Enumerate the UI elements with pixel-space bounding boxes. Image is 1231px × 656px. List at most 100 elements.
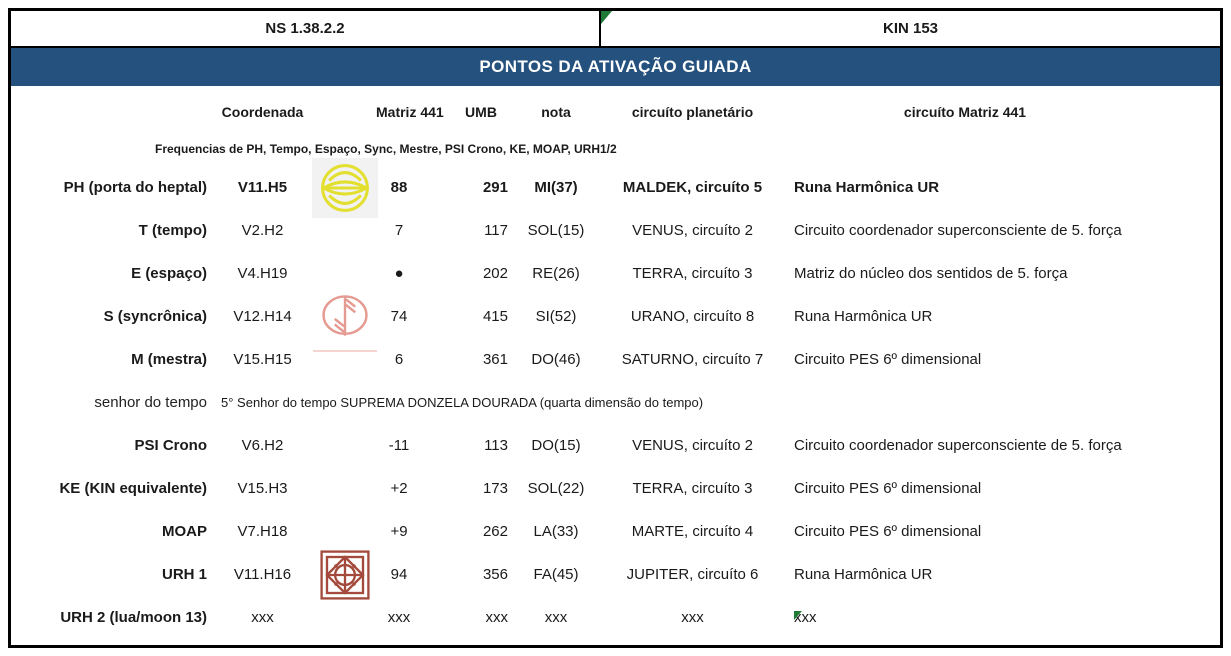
icon-cell-empty bbox=[314, 209, 376, 252]
table-row-m: M (mestra) V15.H15 6 361 DO(46) SATURNO,… bbox=[11, 338, 1220, 381]
row-label: MOAP bbox=[162, 523, 207, 540]
matriz-441-cell: 94 bbox=[390, 566, 408, 583]
nota-cell: DO(46) bbox=[531, 351, 581, 368]
table-row-ke: KE (KIN equivalente) V15.H3 +2 173 SOL(2… bbox=[11, 467, 1220, 510]
activation-points-sheet: NS 1.38.2.2 KIN 153 PONTOS DA ATIVAÇÃO G… bbox=[8, 8, 1223, 648]
col-header-circuito-planetario: circuíto planetário bbox=[631, 104, 754, 120]
row-label: S (syncrônica) bbox=[103, 308, 207, 325]
matriz-441-cell: +2 bbox=[390, 480, 408, 497]
circuito-matriz-441-cell: Runa Harmônica UR bbox=[794, 566, 933, 583]
table-row-urh-1: URH 1 V11.H16 94 356 FA(45) JUPITER, cir… bbox=[11, 549, 1220, 600]
ur-rune-yellow-icon bbox=[312, 157, 378, 218]
coordenada-cell: V7.H18 bbox=[237, 523, 288, 540]
icon-cell-empty bbox=[314, 596, 376, 639]
table-row-t: T (tempo) V2.H2 7 117 SOL(15) VENUS, cir… bbox=[11, 209, 1220, 252]
nota-cell: SOL(15) bbox=[527, 222, 585, 239]
icon-underline bbox=[313, 350, 377, 352]
table-row-ph: PH (porta do heptal) V11.H5 88 291 MI(37… bbox=[11, 157, 1220, 218]
circuito-planetario-cell: xxx bbox=[681, 609, 704, 626]
nota-cell: FA(45) bbox=[533, 566, 579, 583]
coordenada-cell: V6.H2 bbox=[241, 437, 284, 454]
umb-cell: 117 bbox=[484, 222, 508, 239]
circuito-matriz-441-cell: xxx bbox=[785, 609, 1220, 626]
page-title: PONTOS DA ATIVAÇÃO GUIADA bbox=[479, 57, 752, 76]
nota-cell: SOL(22) bbox=[527, 480, 585, 497]
green-cell-marker-icon bbox=[794, 611, 802, 620]
table-row-psi-crono: PSI Crono V6.H2 -11 113 DO(15) VENUS, ci… bbox=[11, 424, 1220, 467]
coordenada-cell: V15.H3 bbox=[237, 480, 288, 497]
col-header-umb: UMB bbox=[465, 104, 497, 120]
coordenada-cell: V15.H15 bbox=[233, 351, 292, 368]
circuito-matriz-441-cell: Runa Harmônica UR bbox=[794, 308, 933, 325]
col-header-coordenada: Coordenada bbox=[221, 104, 304, 120]
umb-cell: 262 bbox=[482, 523, 508, 540]
coordenada-cell: xxx bbox=[251, 609, 274, 626]
coordenada-cell: V12.H14 bbox=[233, 308, 292, 325]
green-corner-marker-icon bbox=[601, 11, 612, 24]
circuito-planetario-cell: MARTE, circuíto 4 bbox=[631, 523, 754, 540]
title-banner: PONTOS DA ATIVAÇÃO GUIADA bbox=[11, 48, 1220, 86]
circuito-planetario-cell: VENUS, circuíto 2 bbox=[632, 437, 753, 454]
row-label: PH (porta do heptal) bbox=[63, 179, 207, 196]
umb-cell: 291 bbox=[482, 179, 508, 196]
umb-cell: 356 bbox=[482, 566, 508, 583]
matriz-441-cell: ● bbox=[394, 265, 404, 282]
row-label: M (mestra) bbox=[131, 351, 207, 368]
urh-rune-red-icon bbox=[314, 549, 376, 600]
col-header-circuito-matriz-441: circuíto Matriz 441 bbox=[903, 104, 1027, 120]
circuito-matriz-441-cell: Circuito PES 6º dimensional bbox=[794, 480, 982, 497]
table-row-urh-2: URH 2 (lua/moon 13) xxx xxx xxx xxx xxx … bbox=[11, 596, 1220, 639]
coordenada-cell: V11.H5 bbox=[237, 179, 288, 196]
row-label: URH 2 (lua/moon 13) bbox=[60, 609, 207, 626]
matriz-441-cell: -11 bbox=[388, 437, 410, 454]
circuito-planetario-cell: TERRA, circuíto 3 bbox=[632, 480, 753, 497]
circuito-matriz-441-cell: Circuito coordenador superconsciente de … bbox=[794, 222, 1122, 239]
frequencies-subtitle-text: Frequencias de PH, Tempo, Espaço, Sync, … bbox=[155, 142, 617, 156]
circuito-planetario-cell: MALDEK, circuíto 5 bbox=[622, 179, 763, 196]
circuito-matriz-441-cell: Matriz do núcleo dos sentidos de 5. forç… bbox=[794, 265, 1068, 282]
kin-label: KIN 153 bbox=[882, 20, 939, 37]
umb-cell: 173 bbox=[482, 480, 508, 497]
top-cells: NS 1.38.2.2 KIN 153 bbox=[11, 11, 1220, 48]
matriz-441-cell: 6 bbox=[394, 351, 404, 368]
circuito-matriz-441-cell: Circuito PES 6º dimensional bbox=[794, 351, 982, 368]
kin-cell: KIN 153 bbox=[601, 11, 1220, 46]
circuito-matriz-441-cell: Runa Harmônica UR bbox=[794, 179, 940, 196]
circuito-planetario-cell: TERRA, circuíto 3 bbox=[632, 265, 753, 282]
umb-cell: xxx bbox=[485, 609, 509, 626]
circuito-matriz-441-cell: Circuito PES 6º dimensional bbox=[794, 523, 982, 540]
sync-rune-pink-icon bbox=[313, 294, 377, 352]
column-headers: Coordenada Matriz 441 UMB nota circuíto … bbox=[11, 86, 1220, 132]
row-label: KE (KIN equivalente) bbox=[59, 480, 207, 497]
circuito-planetario-cell: JUPITER, circuíto 6 bbox=[626, 566, 759, 583]
matriz-441-cell: +9 bbox=[390, 523, 408, 540]
ns-label: NS 1.38.2.2 bbox=[265, 20, 345, 37]
col-header-nota: nota bbox=[541, 104, 571, 120]
matriz-441-cell: 7 bbox=[394, 222, 404, 239]
ns-cell: NS 1.38.2.2 bbox=[11, 11, 601, 46]
umb-cell: 202 bbox=[482, 265, 508, 282]
nota-cell: MI(37) bbox=[534, 179, 578, 196]
coordenada-cell: V2.H2 bbox=[241, 222, 284, 239]
nota-cell: SI(52) bbox=[535, 308, 577, 325]
nota-cell: DO(15) bbox=[531, 437, 581, 454]
row-label: URH 1 bbox=[161, 566, 207, 583]
umb-cell: 415 bbox=[482, 308, 508, 325]
coordenada-cell: V11.H16 bbox=[233, 566, 292, 583]
nota-cell: xxx bbox=[544, 609, 568, 626]
coordenada-cell: V4.H19 bbox=[237, 265, 288, 282]
matriz-441-cell: xxx bbox=[387, 609, 411, 626]
icon-cell-empty bbox=[314, 467, 376, 510]
table-row-e: E (espaço) V4.H19 ● 202 RE(26) TERRA, ci… bbox=[11, 252, 1220, 295]
row-label: T (tempo) bbox=[138, 222, 207, 239]
table-row-senhor-do-tempo: senhor do tempo 5° Senhor do tempo SUPRE… bbox=[11, 381, 1220, 424]
col-header-matriz-441: Matriz 441 bbox=[376, 104, 444, 120]
frequencies-subtitle: Frequencias de PH, Tempo, Espaço, Sync, … bbox=[11, 132, 1220, 166]
matriz-441-cell: 88 bbox=[390, 179, 408, 196]
circuito-planetario-cell: VENUS, circuíto 2 bbox=[632, 222, 753, 239]
umb-cell: 361 bbox=[482, 351, 508, 368]
senhor-do-tempo-description: 5° Senhor do tempo SUPREMA DONZELA DOURA… bbox=[221, 395, 704, 410]
icon-cell-empty bbox=[314, 424, 376, 467]
row-label: senhor do tempo bbox=[94, 394, 207, 411]
row-label: E (espaço) bbox=[131, 265, 207, 282]
